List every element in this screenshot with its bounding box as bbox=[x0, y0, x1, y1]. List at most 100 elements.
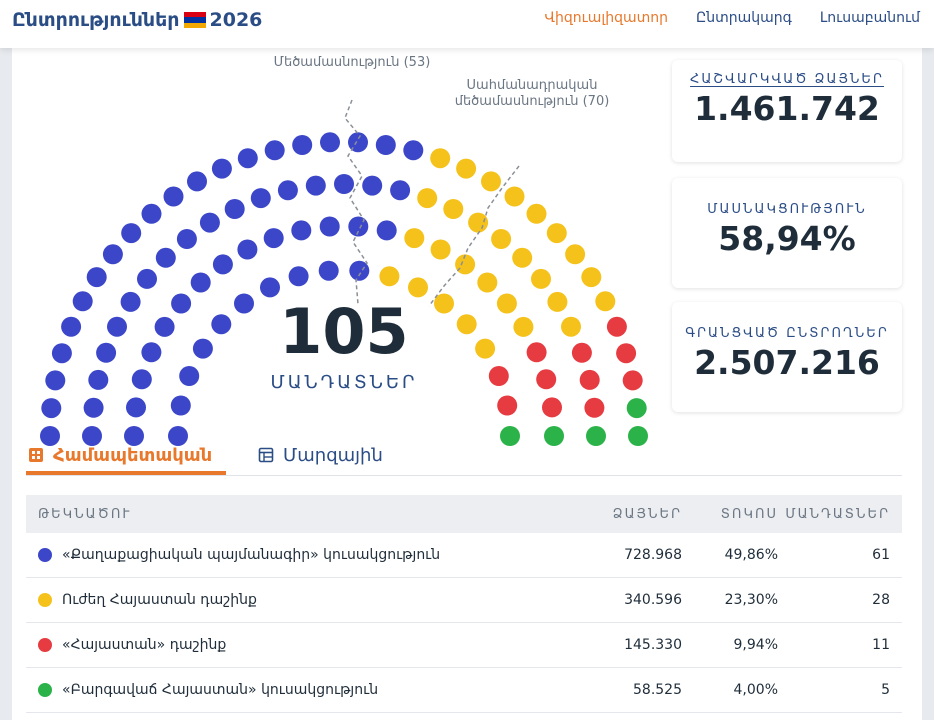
site-logo[interactable]: Ընտրություններ 2026 bbox=[12, 9, 262, 31]
seat-dot bbox=[288, 266, 309, 287]
seat-dot bbox=[542, 397, 562, 418]
seat-dot bbox=[171, 293, 192, 314]
seats-cell: 11 bbox=[872, 637, 890, 653]
results-tabs: Համապետական Մարզային bbox=[12, 420, 902, 480]
party-name: «Բարգավաճ Հայաստան» կուսակցություն bbox=[62, 682, 379, 698]
tab-national[interactable]: Համապետական bbox=[28, 435, 212, 475]
seat-dot bbox=[544, 426, 564, 446]
seat-dot bbox=[107, 316, 127, 337]
seat-dot bbox=[403, 140, 424, 161]
seat-dot bbox=[292, 135, 313, 155]
seat-dot bbox=[45, 370, 66, 391]
table-row[interactable]: «Քաղաքացիական պայմանագիր» կուսակցություն… bbox=[26, 533, 902, 578]
seat-dot bbox=[349, 260, 370, 281]
table-icon bbox=[258, 447, 274, 463]
total-seats-number: 105 bbox=[279, 295, 408, 368]
seat-dot bbox=[376, 220, 397, 241]
seat-dot bbox=[320, 132, 340, 153]
votes-cell: 728.968 bbox=[624, 547, 682, 563]
party-color-dot bbox=[38, 683, 52, 697]
seat-dot bbox=[51, 343, 72, 364]
seat-dot bbox=[264, 140, 285, 161]
party-color-dot bbox=[38, 593, 52, 607]
seat-dot bbox=[82, 426, 102, 446]
seat-dot bbox=[362, 175, 383, 196]
seat-dot bbox=[61, 316, 82, 337]
seat-dot bbox=[512, 247, 533, 268]
nav-link-electoral-system[interactable]: Ընտրակարգ bbox=[695, 10, 792, 26]
seat-dot bbox=[586, 426, 606, 446]
seat-dot bbox=[163, 186, 184, 207]
main-content: Մեծամասնություն (53) Սահմանադրական մեծամ… bbox=[12, 48, 922, 720]
seat-dot bbox=[88, 369, 109, 390]
seat-dot bbox=[120, 291, 141, 312]
seat-dot bbox=[168, 426, 188, 446]
seats-cell: 5 bbox=[881, 682, 890, 698]
party-color-dot bbox=[38, 548, 52, 562]
majority-line bbox=[344, 99, 368, 305]
party-color-dot bbox=[38, 638, 52, 652]
seat-dot bbox=[190, 272, 211, 293]
seat-dot bbox=[504, 186, 525, 207]
seat-dot bbox=[628, 426, 648, 446]
table-row[interactable]: Ուժեղ Հայաստան դաշինք 340.596 23,30% 28 bbox=[26, 578, 902, 623]
seat-dot bbox=[211, 158, 232, 179]
counted-votes-label: ՀԱՇՎԱՐԿՎԱԾ ՁԱՅՆԵՐ bbox=[690, 72, 884, 87]
seats-cell: 28 bbox=[872, 592, 890, 608]
seat-dot bbox=[141, 342, 162, 363]
seat-dot bbox=[443, 199, 464, 219]
seat-dot bbox=[348, 132, 368, 153]
seat-dot bbox=[121, 223, 142, 244]
header-seats[interactable]: ՄԱՆԴԱՏՆԵՐ bbox=[785, 506, 890, 522]
stat-card-counted-votes: ՀԱՇՎԱՐԿՎԱԾ ՁԱՅՆԵՐ 1.461.742 bbox=[672, 60, 902, 162]
nav-link-coverage[interactable]: Լուսաբանում bbox=[819, 10, 920, 26]
nav-link-visualizer[interactable]: Վիզուալիզատոր bbox=[544, 10, 668, 26]
registered-voters-label: ԳՐԱՆՑՎԱԾ ԸՆՏՐՈՂՆԵՐ bbox=[685, 326, 889, 341]
votes-cell: 340.596 bbox=[624, 592, 682, 608]
seat-dot bbox=[491, 229, 512, 249]
seat-dot bbox=[379, 266, 400, 287]
seat-dot bbox=[579, 369, 600, 390]
seat-dot bbox=[616, 343, 637, 364]
seat-dot bbox=[155, 247, 176, 268]
seat-dot bbox=[375, 135, 396, 155]
active-tab-indicator bbox=[26, 471, 226, 475]
header-percent[interactable]: ՏՈԿՈՍ bbox=[720, 506, 778, 522]
seat-dot bbox=[250, 188, 271, 209]
seat-dot bbox=[154, 316, 175, 337]
seat-dot bbox=[531, 268, 551, 289]
seat-dot bbox=[455, 254, 476, 275]
registered-voters-value: 2.507.216 bbox=[694, 343, 880, 382]
counted-votes-value: 1.461.742 bbox=[694, 89, 880, 128]
header-party[interactable]: ԹԵԿՆԱԾՈՒ bbox=[38, 506, 132, 522]
stat-card-turnout: ՄԱՍՆԱԿՑՈՒԹՅՈՒՆ 58,94% bbox=[672, 178, 902, 288]
seat-dot bbox=[83, 397, 104, 418]
seat-dot bbox=[176, 229, 197, 249]
seat-dot bbox=[291, 220, 312, 241]
table-row[interactable]: «Բարգավաճ Հայաստան» կուսակցություն 58.52… bbox=[26, 668, 902, 713]
majority-label: Մեծամասնություն (53) bbox=[274, 55, 431, 70]
total-seats-label: ՄԱՆԴԱՏՆԵՐ bbox=[271, 372, 418, 393]
seat-dot bbox=[626, 398, 647, 419]
seat-dot bbox=[96, 342, 117, 363]
tab-regional[interactable]: Մարզային bbox=[258, 435, 383, 475]
percent-cell: 9,94% bbox=[733, 637, 778, 653]
top-navigation-bar: Ընտրություններ 2026 Վիզուալիզատոր Ընտրակ… bbox=[0, 0, 934, 48]
seat-dot bbox=[547, 291, 568, 312]
seat-dot bbox=[187, 171, 207, 192]
seat-dot bbox=[260, 277, 280, 298]
seat-dot bbox=[192, 338, 213, 359]
seat-dot bbox=[497, 395, 518, 416]
constitutional-majority-label-line1: Սահմանադրական bbox=[467, 78, 598, 93]
party-name: «Հայաստան» դաշինք bbox=[62, 637, 227, 653]
seat-dot bbox=[237, 148, 258, 169]
header-votes[interactable]: ՁԱՅՆԵՐ bbox=[612, 506, 682, 522]
seat-dot bbox=[622, 370, 643, 391]
party-name: Ուժեղ Հայաստան դաշինք bbox=[62, 592, 257, 608]
seat-dot bbox=[305, 175, 326, 196]
seat-dot bbox=[263, 228, 284, 249]
table-row[interactable]: «Հայաստան» դաշինք 145.330 9,94% 11 bbox=[26, 623, 902, 668]
seat-dot bbox=[72, 291, 93, 312]
tab-national-label: Համապետական bbox=[53, 444, 213, 466]
seat-dot bbox=[546, 223, 567, 244]
